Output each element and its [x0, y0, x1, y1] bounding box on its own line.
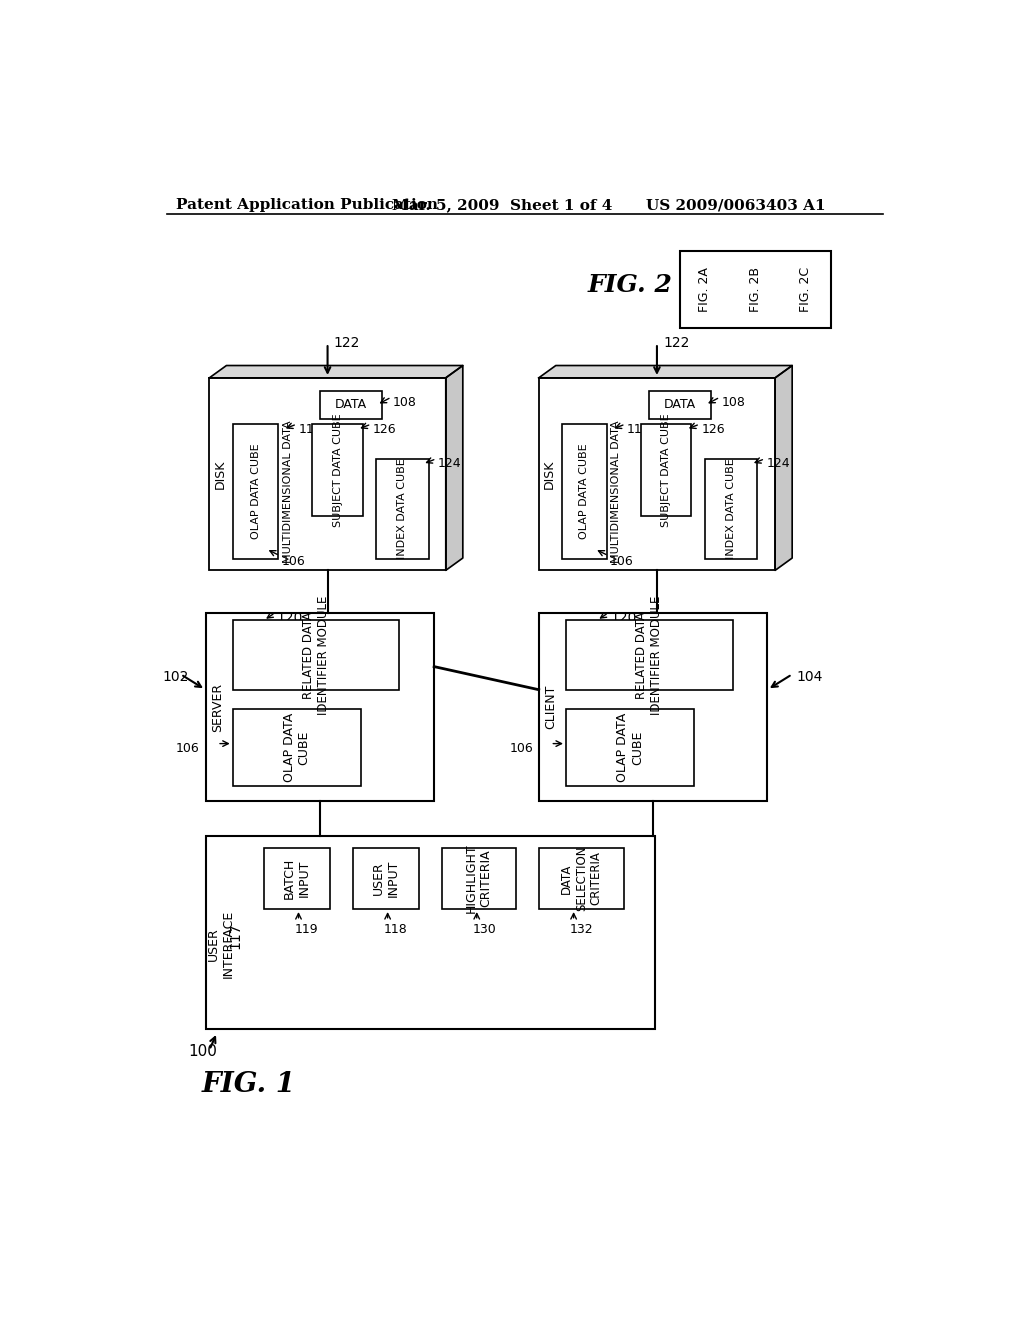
- Polygon shape: [539, 366, 793, 378]
- Text: CLIENT: CLIENT: [545, 685, 558, 729]
- Text: 126: 126: [373, 422, 396, 436]
- Bar: [539, 847, 624, 909]
- Text: 106: 106: [176, 742, 200, 755]
- Bar: [680, 251, 830, 327]
- Text: RELATED DATA
IDENTIFIER MODULE: RELATED DATA IDENTIFIER MODULE: [635, 595, 664, 714]
- Text: 132: 132: [569, 923, 593, 936]
- Text: OLAP DATA CUBE: OLAP DATA CUBE: [580, 444, 590, 540]
- Text: INDEX DATA CUBE: INDEX DATA CUBE: [726, 458, 736, 560]
- Text: 124: 124: [438, 457, 462, 470]
- Polygon shape: [209, 366, 463, 378]
- Bar: [232, 709, 360, 785]
- Bar: [539, 612, 767, 801]
- Bar: [206, 612, 434, 801]
- Text: USER
INPUT: USER INPUT: [372, 859, 399, 898]
- Text: 106: 106: [282, 554, 305, 568]
- Text: DISK: DISK: [214, 459, 226, 488]
- Bar: [566, 709, 693, 785]
- Bar: [705, 459, 758, 558]
- Text: MULTIDIMENSIONAL DATA: MULTIDIMENSIONAL DATA: [611, 421, 622, 564]
- Text: SUBJECT DATA CUBE: SUBJECT DATA CUBE: [662, 413, 672, 527]
- Text: 110: 110: [627, 422, 651, 436]
- Text: OLAP DATA CUBE: OLAP DATA CUBE: [251, 444, 261, 540]
- Text: 120: 120: [276, 611, 303, 626]
- Text: DATA: DATA: [335, 399, 368, 412]
- Bar: [263, 847, 330, 909]
- Text: US 2009/0063403 A1: US 2009/0063403 A1: [646, 198, 825, 213]
- Text: Mar. 5, 2009  Sheet 1 of 4: Mar. 5, 2009 Sheet 1 of 4: [391, 198, 612, 213]
- Text: FIG. 2A: FIG. 2A: [698, 267, 712, 312]
- Bar: [376, 459, 429, 558]
- Text: 106: 106: [610, 554, 634, 568]
- Text: 122: 122: [334, 337, 360, 350]
- Bar: [649, 391, 711, 418]
- Text: HIGHLIGHT
CRITERIA: HIGHLIGHT CRITERIA: [465, 843, 493, 913]
- Bar: [233, 424, 279, 558]
- Text: 110: 110: [299, 422, 323, 436]
- Text: 108: 108: [393, 396, 417, 409]
- Bar: [232, 620, 399, 689]
- Text: FIG. 2B: FIG. 2B: [749, 267, 762, 312]
- Text: MULTIDIMENSIONAL DATA: MULTIDIMENSIONAL DATA: [283, 421, 293, 564]
- Bar: [206, 836, 655, 1028]
- Text: SUBJECT DATA CUBE: SUBJECT DATA CUBE: [333, 413, 343, 527]
- Bar: [442, 847, 515, 909]
- Text: DATA
SELECTION
CRITERIA: DATA SELECTION CRITERIA: [560, 846, 603, 911]
- Text: 120: 120: [610, 611, 637, 626]
- Text: 102: 102: [163, 671, 189, 685]
- Bar: [566, 620, 732, 689]
- Text: SERVER: SERVER: [211, 682, 224, 731]
- Text: 130: 130: [473, 923, 497, 936]
- Text: USER
INTERFACE: USER INTERFACE: [207, 909, 234, 978]
- Text: DISK: DISK: [543, 459, 556, 488]
- Text: FIG. 1: FIG. 1: [202, 1071, 296, 1098]
- Text: Patent Application Publication: Patent Application Publication: [176, 198, 438, 213]
- Text: DATA: DATA: [664, 399, 696, 412]
- Text: FIG. 2C: FIG. 2C: [800, 267, 812, 312]
- Bar: [321, 391, 382, 418]
- Text: 104: 104: [797, 671, 823, 685]
- Text: 124: 124: [767, 457, 791, 470]
- Text: 118: 118: [384, 923, 408, 936]
- Polygon shape: [445, 366, 463, 570]
- Text: 119: 119: [295, 923, 318, 936]
- Bar: [312, 424, 362, 516]
- Text: 106: 106: [509, 742, 534, 755]
- Bar: [352, 847, 419, 909]
- Bar: [562, 424, 607, 558]
- Text: RELATED DATA
IDENTIFIER MODULE: RELATED DATA IDENTIFIER MODULE: [302, 595, 330, 714]
- Bar: [539, 378, 775, 570]
- Polygon shape: [775, 366, 793, 570]
- Text: BATCH
INPUT: BATCH INPUT: [283, 858, 310, 899]
- Bar: [209, 378, 445, 570]
- Text: 117: 117: [228, 923, 242, 949]
- Bar: [641, 424, 691, 516]
- Text: INDEX DATA CUBE: INDEX DATA CUBE: [397, 458, 408, 560]
- Text: 122: 122: [664, 337, 689, 350]
- Text: 126: 126: [701, 422, 725, 436]
- Text: 100: 100: [188, 1044, 217, 1059]
- Text: OLAP DATA
CUBE: OLAP DATA CUBE: [283, 713, 310, 781]
- Text: OLAP DATA
CUBE: OLAP DATA CUBE: [615, 713, 644, 781]
- Text: FIG. 2: FIG. 2: [588, 273, 673, 297]
- Text: 108: 108: [722, 396, 745, 409]
